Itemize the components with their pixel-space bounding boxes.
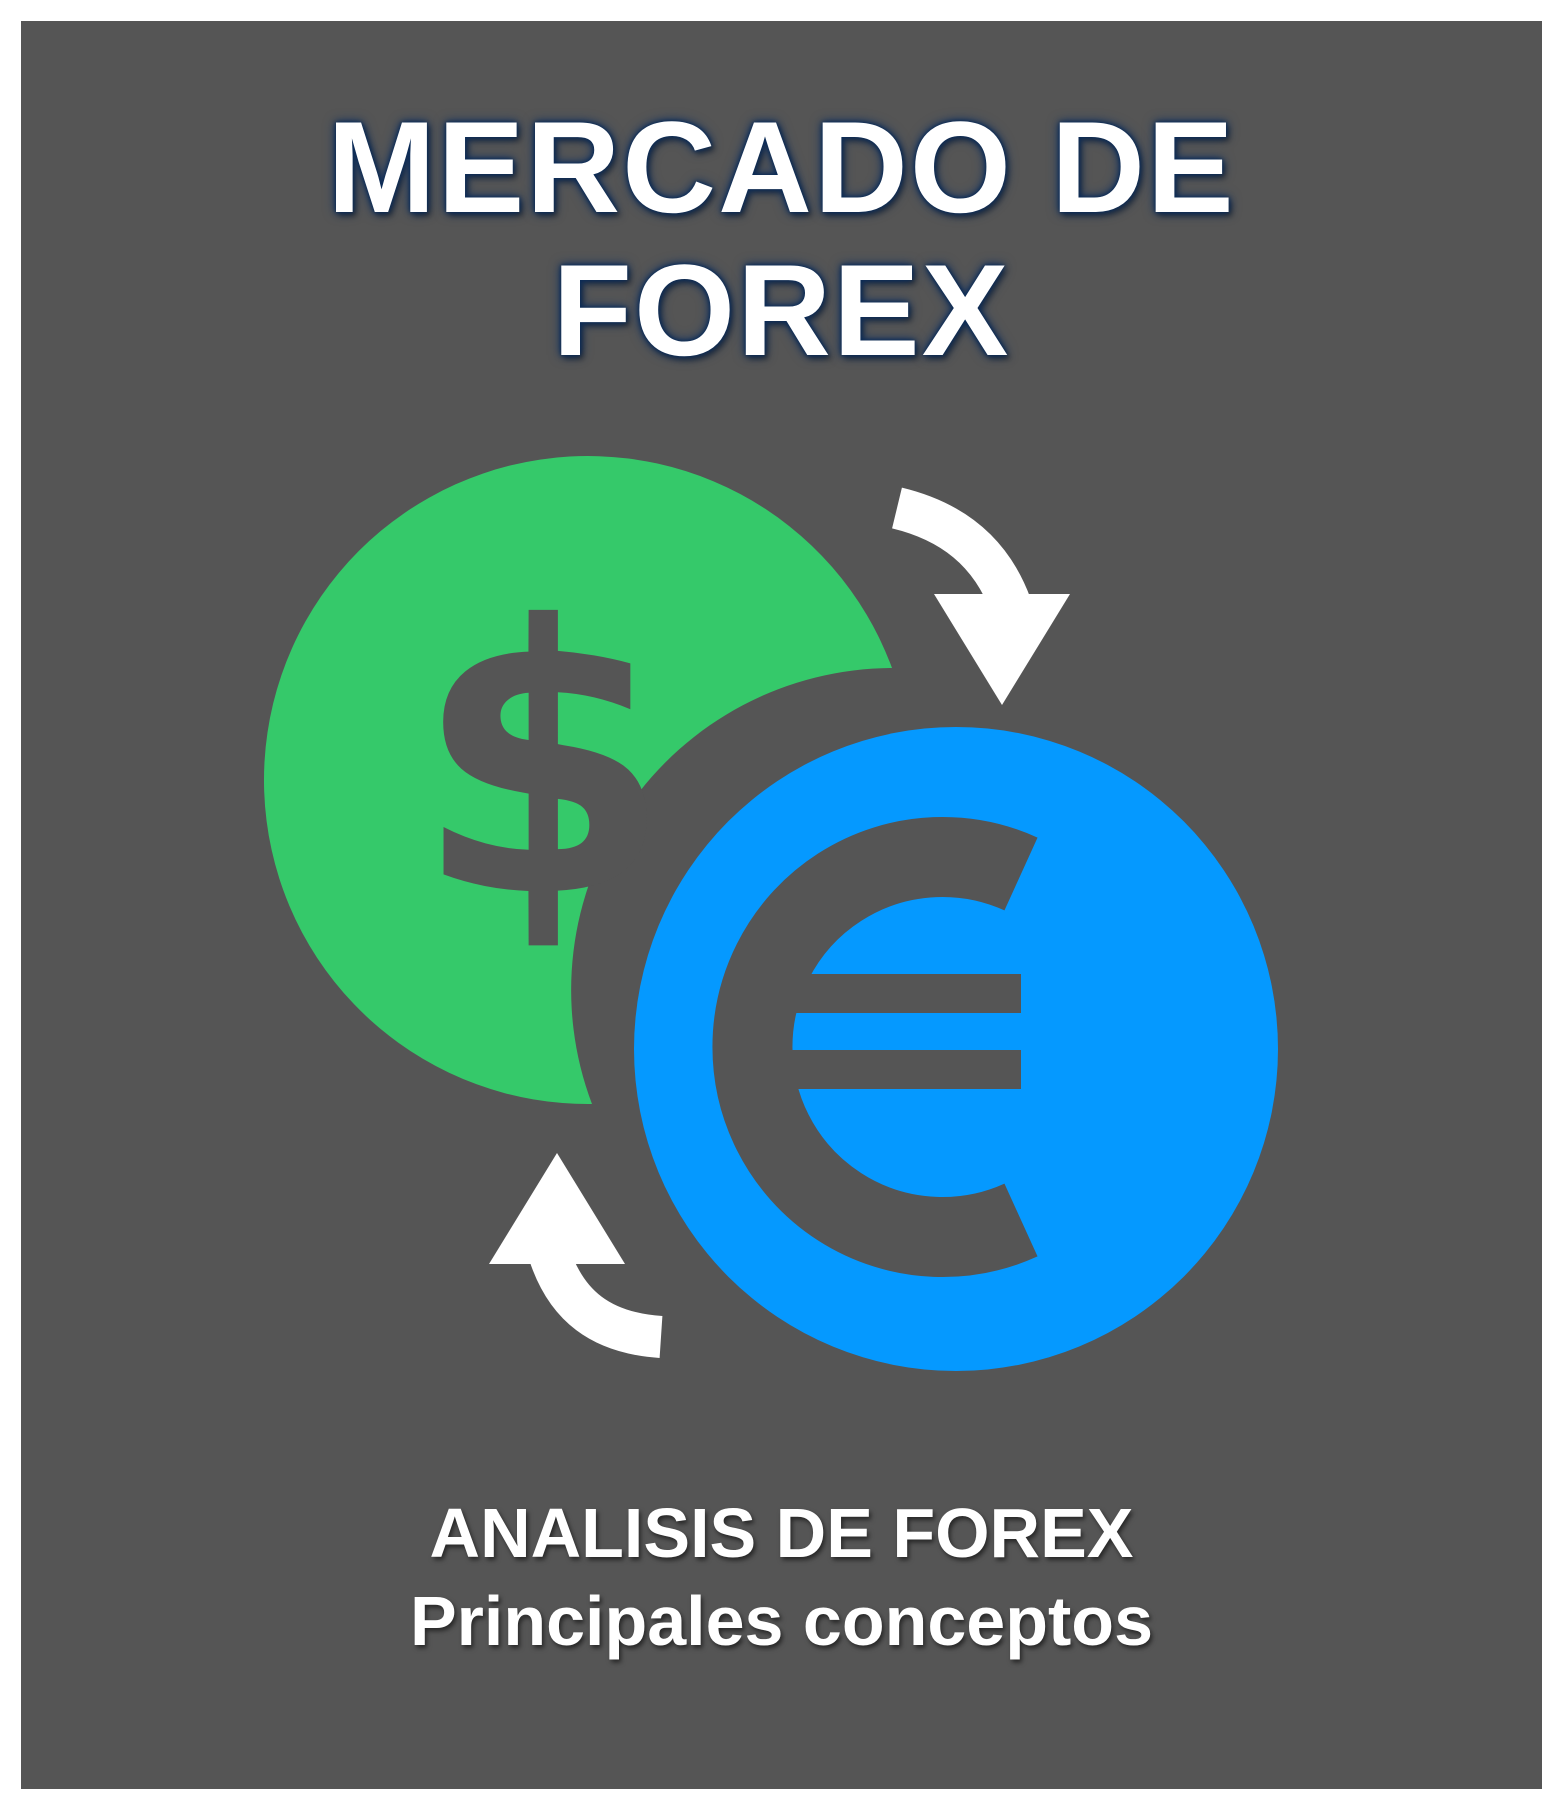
curved-arrow-down-icon	[891, 487, 1070, 705]
subtitle-line-2: Principales conceptos	[409, 1582, 1154, 1660]
euro-coin-icon	[634, 727, 1278, 1371]
subtitle-line-1: ANALISIS DE FOREX	[429, 1494, 1134, 1572]
title-line-1: MERCADO DE	[327, 94, 1236, 240]
dollar-coin-icon: $	[263, 456, 893, 1105]
cover: MERCADO DE FOREX $ ANALISIS DE F	[21, 21, 1542, 1789]
cover-title: MERCADO DE FOREX	[21, 96, 1542, 382]
dollar-sign-icon: $	[414, 549, 671, 979]
cover-subtitle: ANALISIS DE FOREX Principales conceptos	[21, 1489, 1542, 1665]
currency-exchange-illustration: $	[263, 456, 1278, 1371]
title-line-2: FOREX	[552, 237, 1011, 383]
curved-arrow-up-icon	[489, 1153, 663, 1358]
